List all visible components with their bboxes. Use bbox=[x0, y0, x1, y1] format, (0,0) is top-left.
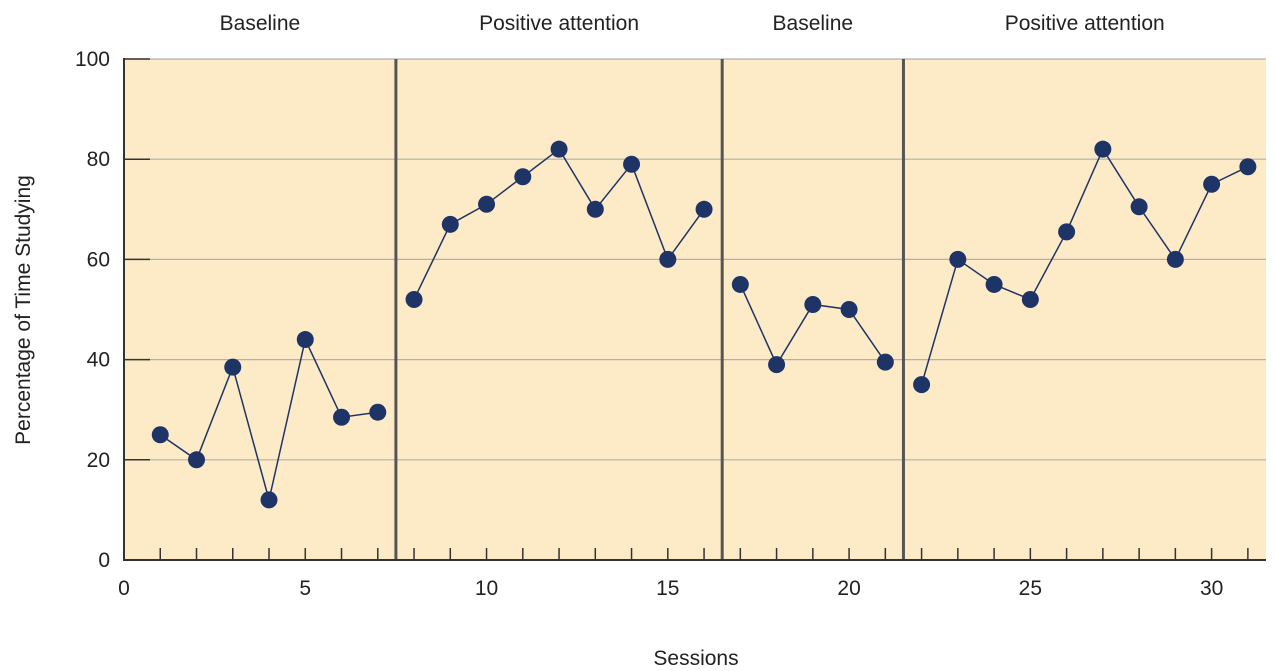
y-tick-label: 80 bbox=[87, 148, 110, 171]
y-tick-label: 100 bbox=[75, 48, 110, 71]
data-point bbox=[1058, 223, 1076, 241]
x-tick-label: 30 bbox=[1200, 577, 1223, 600]
data-point bbox=[188, 451, 206, 469]
data-point bbox=[586, 200, 604, 218]
data-point bbox=[151, 426, 169, 444]
phase-background bbox=[124, 59, 396, 560]
data-point bbox=[333, 408, 351, 426]
series-line bbox=[920, 147, 1249, 385]
data-point bbox=[550, 140, 568, 158]
phase-background bbox=[903, 59, 1266, 560]
y-axis-label: Percentage of Time Studying bbox=[12, 175, 35, 445]
axes bbox=[123, 58, 1266, 561]
phase-background bbox=[395, 59, 723, 560]
x-tick-label: 10 bbox=[475, 577, 498, 600]
data-point bbox=[1021, 290, 1039, 308]
data-point bbox=[1203, 175, 1221, 193]
data-point bbox=[514, 168, 532, 186]
series bbox=[151, 140, 1257, 509]
data-point bbox=[1239, 158, 1257, 176]
data-point bbox=[369, 403, 387, 421]
y-tick-label: 0 bbox=[98, 549, 110, 572]
data-point bbox=[1130, 198, 1148, 216]
data-point bbox=[876, 353, 894, 371]
y-tick-label: 20 bbox=[87, 449, 110, 472]
y-tick-label: 40 bbox=[87, 349, 110, 372]
x-tick-label: 0 bbox=[118, 577, 130, 600]
x-tick-label: 25 bbox=[1019, 577, 1042, 600]
x-tick-label: 15 bbox=[656, 577, 679, 600]
y-tick-label: 60 bbox=[87, 248, 110, 271]
data-point bbox=[296, 331, 314, 349]
phase-label: Positive attention bbox=[1005, 12, 1165, 35]
phase-labels: Baseline Positive attention Baseline Positi… bbox=[220, 12, 1165, 35]
x-tick-label: 20 bbox=[837, 577, 860, 600]
data-point bbox=[985, 275, 1003, 293]
data-point bbox=[478, 195, 496, 213]
data-point bbox=[623, 155, 641, 173]
data-point bbox=[659, 250, 677, 268]
data-point bbox=[840, 301, 858, 318]
data-point bbox=[913, 376, 931, 394]
data-point bbox=[1094, 140, 1112, 158]
data-point bbox=[695, 200, 713, 218]
x-axis-label: Sessions bbox=[653, 647, 738, 670]
data-point bbox=[224, 358, 242, 376]
phase-backgrounds bbox=[124, 59, 1266, 560]
data-point bbox=[1166, 250, 1184, 268]
data-point bbox=[260, 491, 278, 509]
phase-label: Baseline bbox=[773, 12, 854, 35]
data-point bbox=[768, 356, 786, 374]
phase-label: Positive attention bbox=[479, 12, 639, 35]
x-tick-label: 5 bbox=[299, 577, 311, 600]
data-point bbox=[949, 250, 967, 268]
data-point bbox=[804, 295, 822, 313]
phase-dividers bbox=[394, 59, 905, 560]
data-point bbox=[731, 275, 749, 293]
ticks: 0 5 10 15 20 25 30 0 20 40 60 80 100 bbox=[75, 48, 1249, 600]
data-point bbox=[405, 290, 423, 308]
phase-label: Baseline bbox=[220, 12, 301, 35]
data-point bbox=[441, 215, 459, 233]
